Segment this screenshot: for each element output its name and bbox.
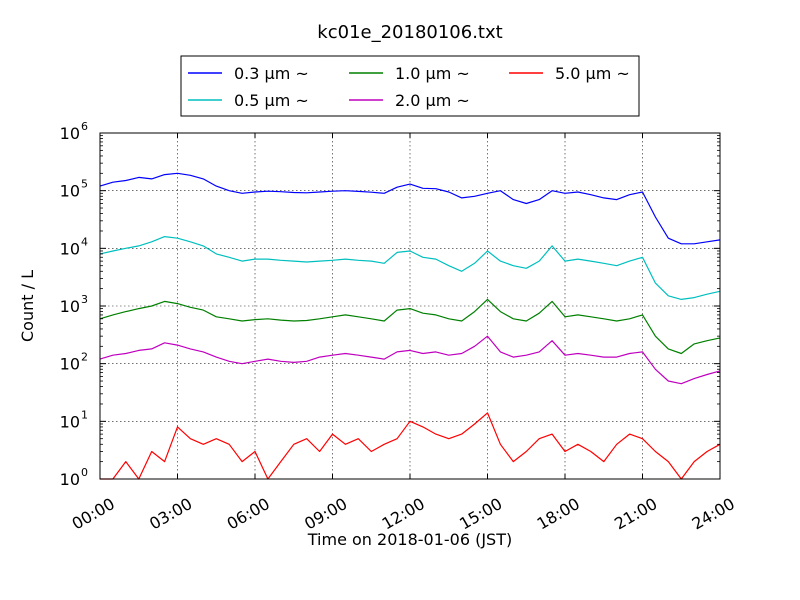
y-tick-label: 10 6 (60, 120, 88, 143)
x-tick-label: 03:00 (146, 494, 195, 534)
legend-label: 0.3 μm ~ (234, 64, 309, 83)
x-tick-label: 00:00 (69, 494, 118, 534)
x-tick-label: 24:00 (689, 494, 738, 534)
x-tick-label: 06:00 (224, 494, 273, 534)
chart-title: kc01e_20180106.txt (317, 22, 502, 43)
series-line (99, 172, 721, 245)
x-tick-label: 21:00 (611, 494, 660, 534)
y-tick-base: 10 (60, 297, 80, 316)
y-tick-label: 10 4 (60, 235, 88, 258)
series-line (100, 412, 721, 480)
y-tick-base: 10 (60, 470, 80, 489)
y-tick-base: 10 (60, 412, 80, 431)
y-tick-exponent: 0 (81, 466, 88, 479)
legend-item: 2.0 μm ~ (349, 91, 470, 110)
x-axis-label: Time on 2018-01-06 (JST) (307, 530, 512, 549)
legend-item: 5.0 μm ~ (509, 64, 630, 83)
legend-label: 2.0 μm ~ (395, 91, 470, 110)
y-tick-exponent: 5 (81, 178, 88, 191)
y-tick-base: 10 (60, 355, 80, 374)
y-tick-exponent: 3 (81, 293, 88, 306)
series-line (99, 236, 721, 300)
grid (100, 133, 720, 479)
legend-item: 0.5 μm ~ (188, 91, 309, 110)
ticks: 00:00 03:00 06:00 09:00 12:00 15:00 18:00 21:00… (60, 120, 738, 534)
x-tick-label: 12:00 (379, 494, 428, 534)
legend: 0.3 μm ~ 0.5 μm ~ 1.0 μm ~ 2.0 μm ~ 5.0 μm ~ (188, 64, 630, 110)
legend-item: 1.0 μm ~ (349, 64, 470, 83)
series-line (99, 298, 721, 355)
x-tick-label: 18:00 (534, 494, 583, 534)
y-tick-exponent: 2 (81, 351, 88, 364)
series (99, 172, 721, 480)
y-tick-label: 10 2 (60, 351, 88, 374)
y-tick-exponent: 1 (81, 408, 88, 421)
y-tick-exponent: 4 (81, 235, 88, 248)
y-tick-exponent: 6 (81, 120, 88, 133)
legend-label: 1.0 μm ~ (395, 64, 470, 83)
series-line (99, 335, 721, 385)
legend-label: 5.0 μm ~ (555, 64, 630, 83)
y-axis-label: Count / L (18, 270, 37, 342)
x-tick-label: 15:00 (456, 494, 505, 534)
y-tick-label: 10 0 (60, 466, 88, 489)
y-tick-base: 10 (60, 124, 80, 143)
y-tick-base: 10 (60, 182, 80, 201)
legend-label: 0.5 μm ~ (234, 91, 309, 110)
legend-box (180, 55, 640, 117)
legend-item: 0.3 μm ~ (188, 64, 309, 83)
y-tick-label: 10 1 (60, 408, 88, 431)
y-tick-label: 10 3 (60, 293, 88, 316)
y-tick-label: 10 5 (60, 178, 88, 201)
y-tick-base: 10 (60, 239, 80, 258)
x-tick-label: 09:00 (301, 494, 350, 534)
